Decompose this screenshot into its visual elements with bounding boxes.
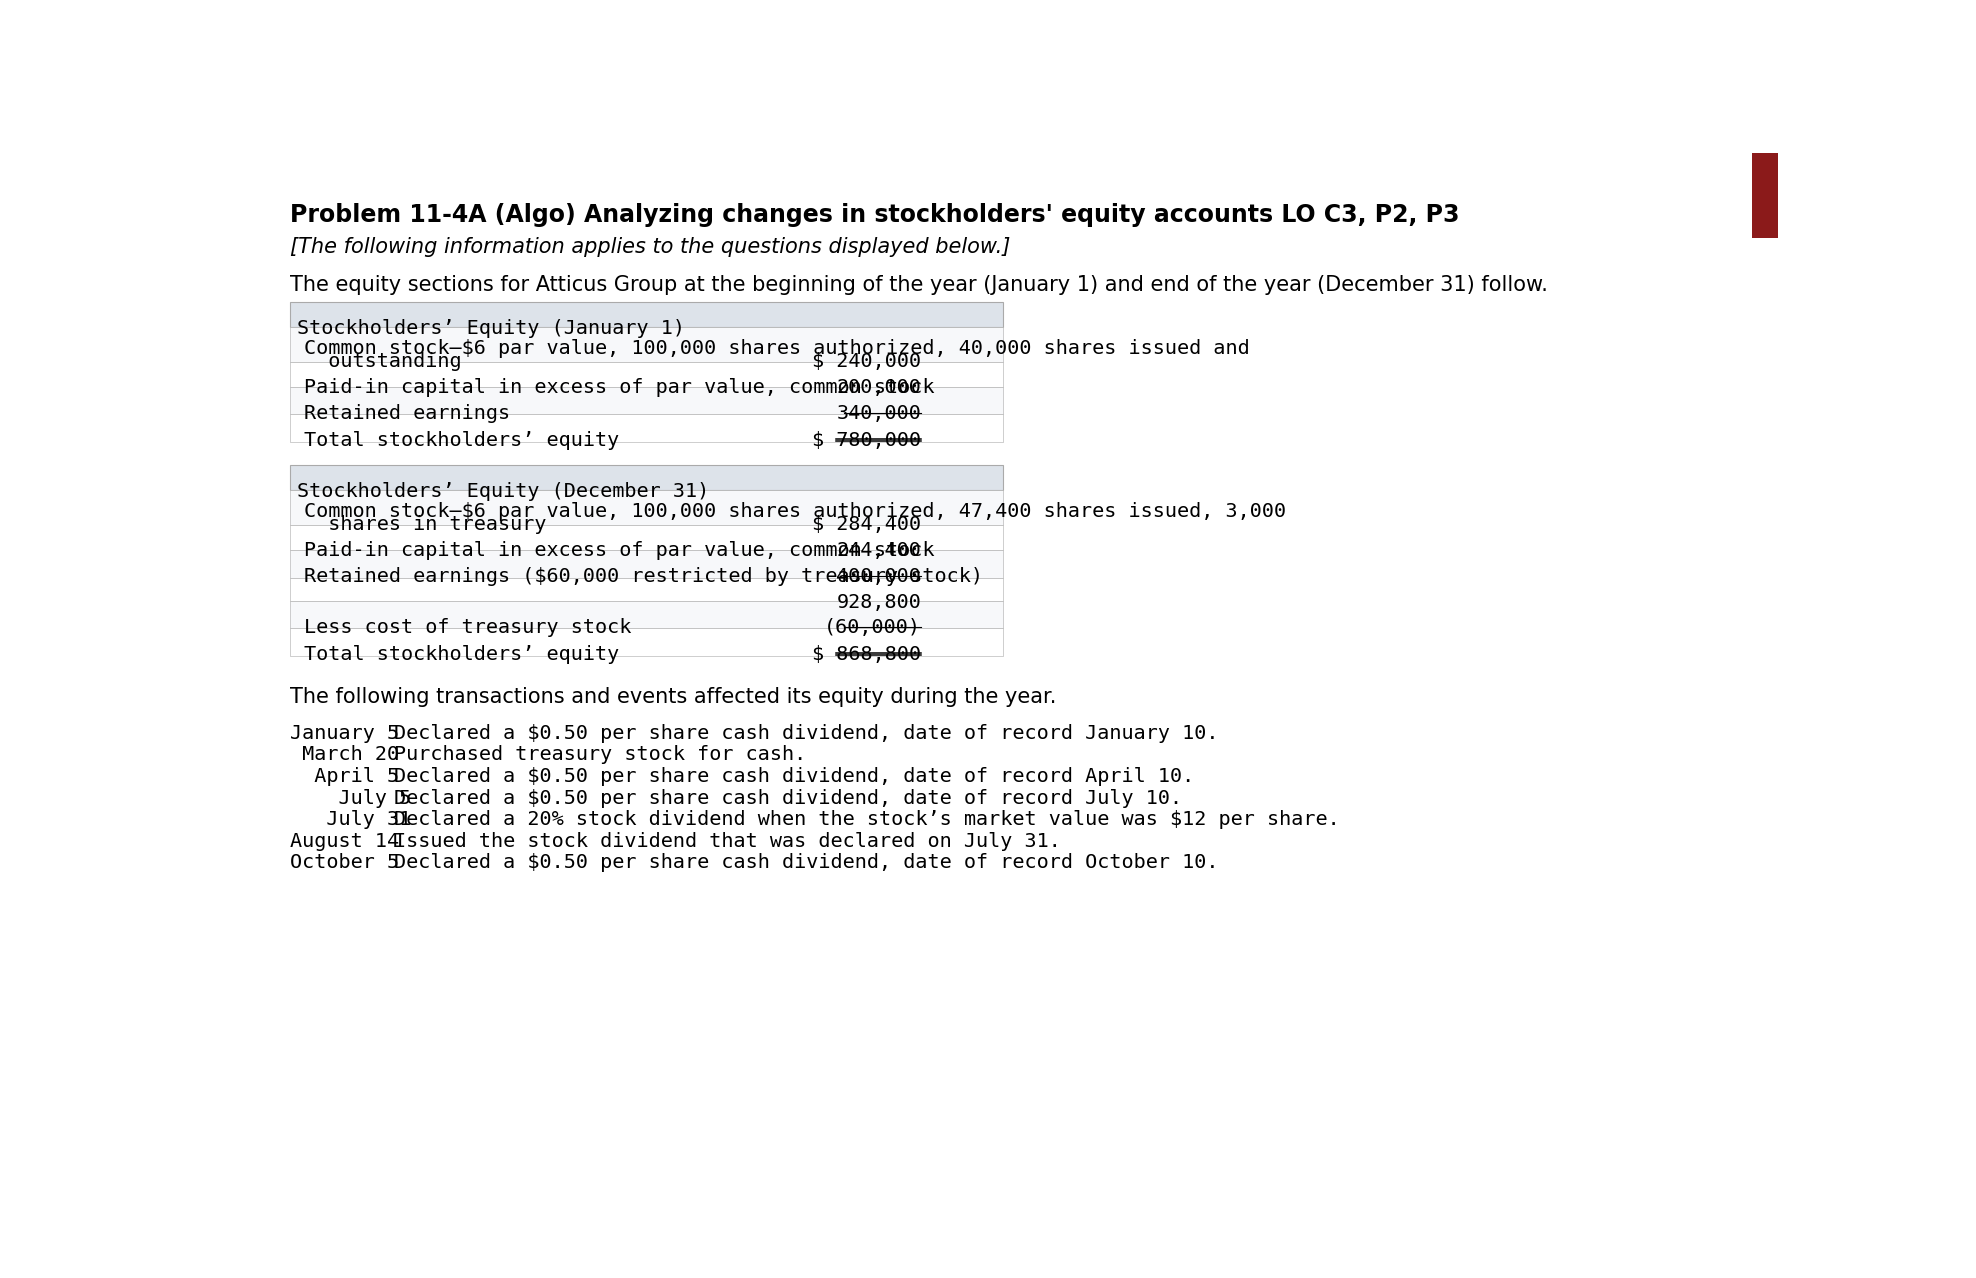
FancyBboxPatch shape — [290, 414, 1002, 442]
FancyBboxPatch shape — [1753, 153, 1778, 238]
Text: Total stockholders’ equity: Total stockholders’ equity — [304, 645, 618, 665]
Text: The equity sections for Atticus Group at the beginning of the year (January 1) a: The equity sections for Atticus Group at… — [290, 275, 1547, 295]
Text: Total stockholders’ equity: Total stockholders’ equity — [304, 432, 618, 450]
Text: Purchased treasury stock for cash.: Purchased treasury stock for cash. — [395, 745, 806, 764]
Text: Paid-in capital in excess of par value, common stock: Paid-in capital in excess of par value, … — [304, 378, 935, 397]
Text: The following transactions and events affected its equity during the year.: The following transactions and events af… — [290, 688, 1055, 707]
Text: Retained earnings: Retained earnings — [304, 404, 510, 423]
FancyBboxPatch shape — [290, 327, 1002, 362]
Text: April 5: April 5 — [290, 767, 399, 786]
Text: $ 780,000: $ 780,000 — [812, 432, 921, 450]
FancyBboxPatch shape — [290, 525, 1002, 550]
Text: Declared a $0.50 per share cash dividend, date of record January 10.: Declared a $0.50 per share cash dividend… — [395, 723, 1219, 743]
Text: August 14: August 14 — [290, 832, 399, 851]
Text: Stockholders’ Equity (January 1): Stockholders’ Equity (January 1) — [296, 320, 686, 337]
Text: $ 284,400: $ 284,400 — [812, 515, 921, 534]
Text: July 5: July 5 — [290, 789, 411, 808]
FancyBboxPatch shape — [290, 578, 1002, 601]
Text: Declared a $0.50 per share cash dividend, date of record July 10.: Declared a $0.50 per share cash dividend… — [395, 789, 1182, 808]
FancyBboxPatch shape — [290, 465, 1002, 489]
Text: Retained earnings ($60,000 restricted by treasury stock): Retained earnings ($60,000 restricted by… — [304, 567, 982, 585]
Text: (60,000): (60,000) — [824, 617, 921, 636]
Text: Common stock—$6 par value, 100,000 shares authorized, 40,000 shares issued and: Common stock—$6 par value, 100,000 share… — [304, 339, 1249, 358]
Text: Paid-in capital in excess of par value, common stock: Paid-in capital in excess of par value, … — [304, 542, 935, 561]
Text: 928,800: 928,800 — [836, 593, 921, 612]
Text: Issued the stock dividend that was declared on July 31.: Issued the stock dividend that was decla… — [395, 832, 1061, 851]
Text: [The following information applies to the questions displayed below.]: [The following information applies to th… — [290, 236, 1010, 257]
Text: October 5: October 5 — [290, 854, 399, 873]
FancyBboxPatch shape — [290, 550, 1002, 578]
Text: July 31: July 31 — [290, 810, 411, 829]
FancyBboxPatch shape — [290, 489, 1002, 525]
Text: Less cost of treasury stock: Less cost of treasury stock — [304, 617, 630, 636]
Text: January 5: January 5 — [290, 723, 399, 743]
Text: Common stock—$6 par value, 100,000 shares authorized, 47,400 shares issued, 3,00: Common stock—$6 par value, 100,000 share… — [304, 502, 1286, 521]
Text: March 20: March 20 — [290, 745, 399, 764]
Text: Problem 11-4A (Algo) Analyzing changes in stockholders' equity accounts LO C3, P: Problem 11-4A (Algo) Analyzing changes i… — [290, 203, 1458, 227]
Text: Declared a $0.50 per share cash dividend, date of record April 10.: Declared a $0.50 per share cash dividend… — [395, 767, 1195, 786]
Text: shares in treasury: shares in treasury — [304, 515, 545, 534]
FancyBboxPatch shape — [290, 362, 1002, 387]
Text: Declared a 20% stock dividend when the stock’s market value was $12 per share.: Declared a 20% stock dividend when the s… — [395, 810, 1340, 829]
Text: 244,400: 244,400 — [836, 542, 921, 561]
FancyBboxPatch shape — [290, 601, 1002, 629]
Text: 400,000: 400,000 — [836, 567, 921, 585]
Text: $ 868,800: $ 868,800 — [812, 645, 921, 665]
Text: 340,000: 340,000 — [836, 404, 921, 423]
FancyBboxPatch shape — [290, 302, 1002, 327]
Text: Stockholders’ Equity (December 31): Stockholders’ Equity (December 31) — [296, 482, 709, 501]
Text: Declared a $0.50 per share cash dividend, date of record October 10.: Declared a $0.50 per share cash dividend… — [395, 854, 1219, 873]
FancyBboxPatch shape — [290, 629, 1002, 656]
Text: outstanding: outstanding — [304, 351, 460, 371]
Text: 200,000: 200,000 — [836, 378, 921, 397]
FancyBboxPatch shape — [290, 387, 1002, 414]
Text: $ 240,000: $ 240,000 — [812, 351, 921, 371]
